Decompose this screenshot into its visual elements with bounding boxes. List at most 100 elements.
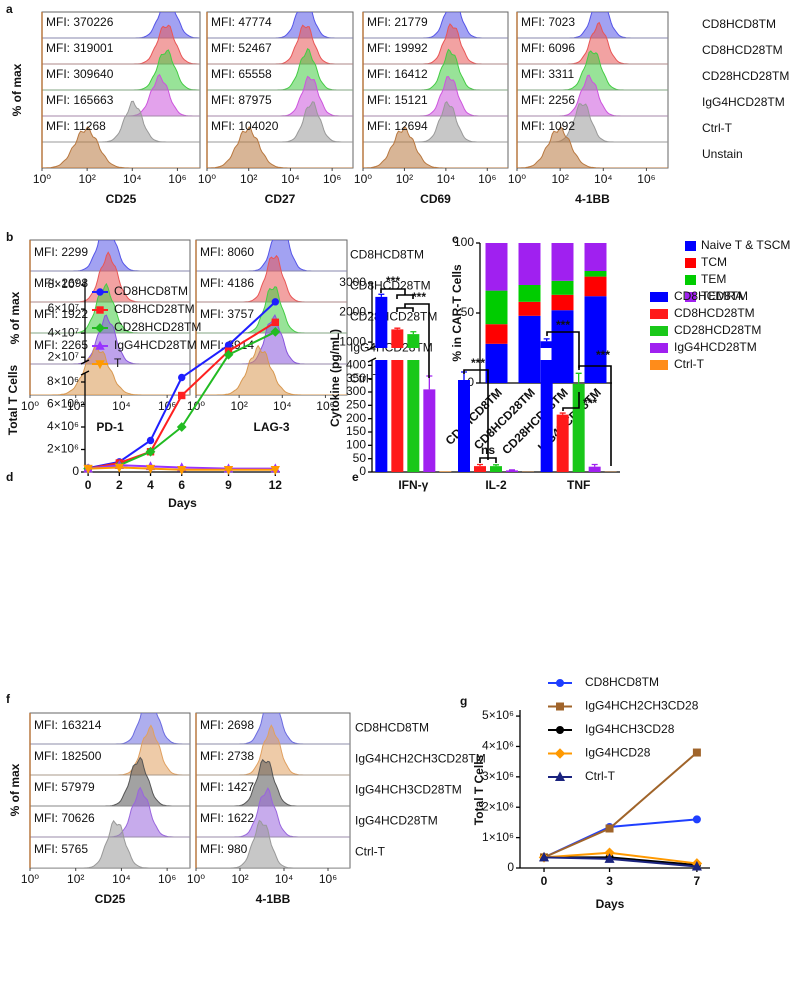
- y-tick-label: 2×10⁶: [482, 799, 514, 813]
- legend-label: TEM: [701, 272, 726, 286]
- x-axis-label: 4-1BB: [575, 192, 610, 206]
- legend-label: IgG4HCD28: [585, 746, 651, 760]
- series-line: [87, 301, 276, 470]
- marker: [223, 349, 234, 360]
- legend-label: IgG4HCH2CH3CD28: [585, 699, 699, 713]
- y-tick-label: 350: [346, 371, 366, 385]
- y-tick-label: 400: [346, 358, 366, 372]
- legend-label: CD8HCD28TM: [674, 306, 755, 320]
- mfi-label: MFI: 87975: [211, 93, 272, 107]
- marker: [270, 327, 281, 337]
- mfi-label: MFI: 16412: [367, 67, 428, 81]
- row-label: CD8HCD8TM: [702, 17, 776, 31]
- mfi-label: MFI: 1092: [521, 119, 575, 133]
- y-tick-label: 0: [467, 375, 474, 389]
- x-tick-label: 10²: [67, 399, 84, 413]
- legend-label: T: [114, 356, 122, 370]
- bar: [439, 471, 452, 472]
- series-line: [88, 466, 276, 471]
- axis-break: [80, 370, 90, 376]
- y-tick-label: 6×10⁷: [48, 301, 79, 315]
- legend-label: TEMRA: [701, 289, 743, 303]
- marker: [223, 466, 234, 475]
- histogram: [42, 126, 200, 168]
- marker: [145, 464, 156, 474]
- legend-swatch: [685, 241, 696, 251]
- y-tick-label: 0: [507, 860, 514, 874]
- y-tick-label: 0: [72, 464, 79, 478]
- significance-bracket: [463, 369, 489, 460]
- row-label: IgG4HCD28TM: [702, 95, 785, 109]
- series-line: [87, 321, 276, 470]
- marker: [96, 288, 104, 296]
- mfi-label: MFI: 11268: [46, 119, 106, 133]
- histogram: [30, 344, 190, 395]
- legend-label: CD28HCD28TM: [114, 320, 201, 334]
- mfi-label: MFI: 2265: [34, 338, 88, 352]
- panel-letter: g: [460, 694, 467, 708]
- x-tick-label: 10⁶: [319, 872, 337, 886]
- x-axis-label: Days: [168, 496, 197, 510]
- marker: [95, 360, 105, 370]
- mfi-label: MFI: 21779: [367, 15, 428, 29]
- bar-segment: [551, 243, 574, 281]
- legend-label: CD8HCD8TM: [674, 289, 748, 303]
- significance-bracket: [479, 457, 497, 463]
- bar-segment: [518, 285, 541, 302]
- histogram: [196, 344, 347, 395]
- error-bar: [575, 372, 582, 384]
- x-tick-label: 9: [225, 478, 232, 492]
- legend-swatch: [685, 292, 696, 302]
- panel-letter: c: [452, 232, 459, 246]
- error-bar: [559, 412, 566, 415]
- legend-label: IgG4HCD28TM: [114, 338, 197, 352]
- x-axis-label: CD69: [420, 192, 451, 206]
- y-tick-label: 100: [454, 235, 474, 249]
- x-tick-label: 10⁶: [316, 399, 334, 413]
- y-tick-label: 8×10⁶: [47, 374, 79, 388]
- histogram: [517, 126, 668, 168]
- x-tick-label: 10²: [231, 872, 248, 886]
- row-label: CD8HCD8TM: [355, 721, 429, 735]
- bar-segment: [518, 243, 541, 285]
- bar-segment: [551, 310, 574, 383]
- error-bar: [591, 463, 598, 467]
- legend-swatch: [650, 326, 668, 336]
- x-tick-label: 4: [147, 478, 154, 492]
- bar: [423, 389, 436, 472]
- mfi-label: MFI: 2738: [200, 749, 254, 763]
- bar: [490, 466, 502, 472]
- marker: [95, 323, 105, 333]
- x-tick-label: 10⁴: [275, 872, 294, 886]
- marker: [83, 464, 93, 474]
- x-axis-label: 4-1BB: [256, 892, 291, 906]
- histogram: [207, 126, 353, 168]
- bar: [407, 334, 420, 472]
- mfi-label: MFI: 47774: [211, 15, 272, 29]
- y-tick-label: 5×10⁶: [482, 708, 514, 722]
- bar-segment: [485, 243, 508, 291]
- y-tick-label: 150: [346, 424, 366, 438]
- mfi-label: MFI: 309640: [46, 67, 114, 81]
- x-tick-label: 10⁰: [21, 399, 39, 413]
- axis-break: [367, 345, 377, 351]
- marker: [96, 306, 104, 314]
- marker: [176, 422, 187, 432]
- marker: [270, 466, 280, 475]
- x-axis-label: CD27: [265, 192, 296, 206]
- y-tick-label: 4×10⁷: [48, 325, 79, 339]
- y-tick-label: 4×10⁶: [482, 739, 514, 753]
- bar-segment: [551, 294, 574, 311]
- row-label: Unstain: [702, 147, 743, 161]
- legend-label: CD8HCD8TM: [114, 284, 188, 298]
- x-tick-label: 10⁰: [198, 172, 216, 186]
- mfi-label: MFI: 163214: [34, 718, 102, 732]
- x-tick-label: 10⁰: [187, 872, 205, 886]
- y-tick-label: 50: [461, 305, 475, 319]
- x-tick-label: 0: [541, 874, 548, 888]
- mfi-label: MFI: 165663: [46, 93, 114, 107]
- legend-label: CD28HCD28TM: [674, 323, 761, 337]
- marker: [145, 446, 156, 457]
